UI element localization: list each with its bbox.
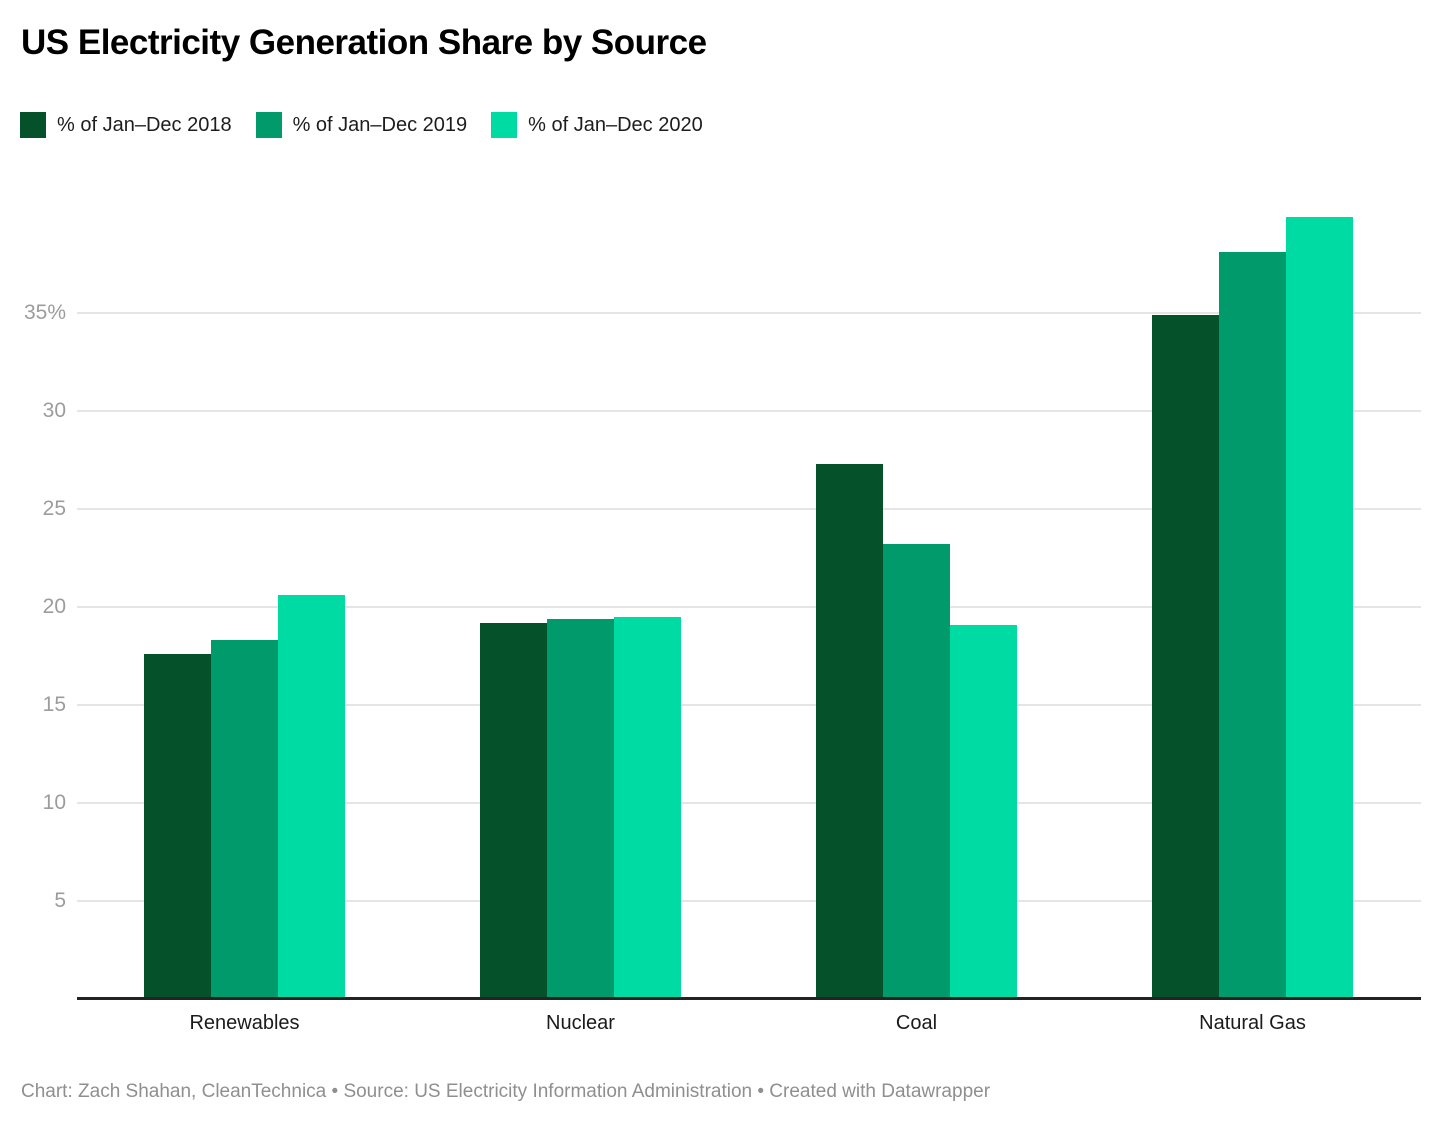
bar-natural-gas-2019	[1219, 252, 1286, 999]
legend-label: % of Jan–Dec 2020	[528, 114, 703, 136]
bar-nuclear-2018	[480, 622, 547, 999]
legend-item-2018: % of Jan–Dec 2018	[20, 112, 232, 138]
x-axis-line	[77, 997, 1421, 1000]
legend-swatch-icon	[491, 112, 518, 138]
bar-natural-gas-2018	[1152, 314, 1219, 999]
gridline-25	[77, 508, 1421, 510]
x-category-label-nuclear: Nuclear	[546, 1012, 615, 1034]
legend-item-2019: % of Jan–Dec 2019	[255, 112, 468, 138]
legend-swatch-icon	[255, 112, 282, 138]
legend: % of Jan–Dec 2018 % of Jan–Dec 2019 % of J…	[20, 112, 703, 138]
legend-item-2020: % of Jan–Dec 2020	[491, 112, 703, 138]
bar-renewables-2018	[144, 654, 211, 999]
x-axis-labels: Renewables Nuclear Coal Natural Gas	[0, 1010, 1440, 1040]
gridline-30	[77, 410, 1421, 412]
legend-label: % of Jan–Dec 2018	[57, 114, 232, 136]
x-category-label-natural-gas: Natural Gas	[1199, 1012, 1306, 1034]
y-tick-label-25: 25	[42, 497, 66, 520]
gridline-15	[77, 704, 1421, 706]
gridline-5	[77, 900, 1421, 902]
bar-coal-2019	[883, 544, 950, 999]
y-tick-label-30: 30	[42, 399, 66, 422]
gridline-20	[77, 606, 1421, 608]
y-tick-label-10: 10	[42, 791, 66, 814]
bar-nuclear-2019	[547, 618, 614, 999]
bar-coal-2018	[816, 463, 883, 999]
y-tick-label-35: 35%	[23, 301, 66, 324]
chart-title: US Electricity Generation Share by Sourc…	[21, 23, 707, 62]
gridline-35	[77, 312, 1421, 314]
bar-renewables-2019	[211, 640, 278, 999]
x-category-label-renewables: Renewables	[189, 1012, 300, 1034]
y-tick-label-20: 20	[42, 595, 66, 618]
bar-nuclear-2020	[614, 616, 681, 999]
x-category-label-coal: Coal	[895, 1012, 938, 1034]
y-tick-label-5: 5	[54, 889, 66, 912]
plot-area: 5 10 15 20 25 30 35%	[0, 160, 1440, 999]
legend-swatch-icon	[20, 112, 46, 138]
bar-coal-2020	[950, 624, 1017, 999]
gridline-10	[77, 802, 1421, 804]
chart-attribution: Chart: Zach Shahan, CleanTechnica • Sour…	[21, 1081, 991, 1102]
y-tick-label-15: 15	[42, 693, 66, 716]
bar-renewables-2020	[278, 595, 345, 999]
bar-natural-gas-2020	[1286, 216, 1353, 999]
legend-label: % of Jan–Dec 2019	[292, 114, 468, 136]
